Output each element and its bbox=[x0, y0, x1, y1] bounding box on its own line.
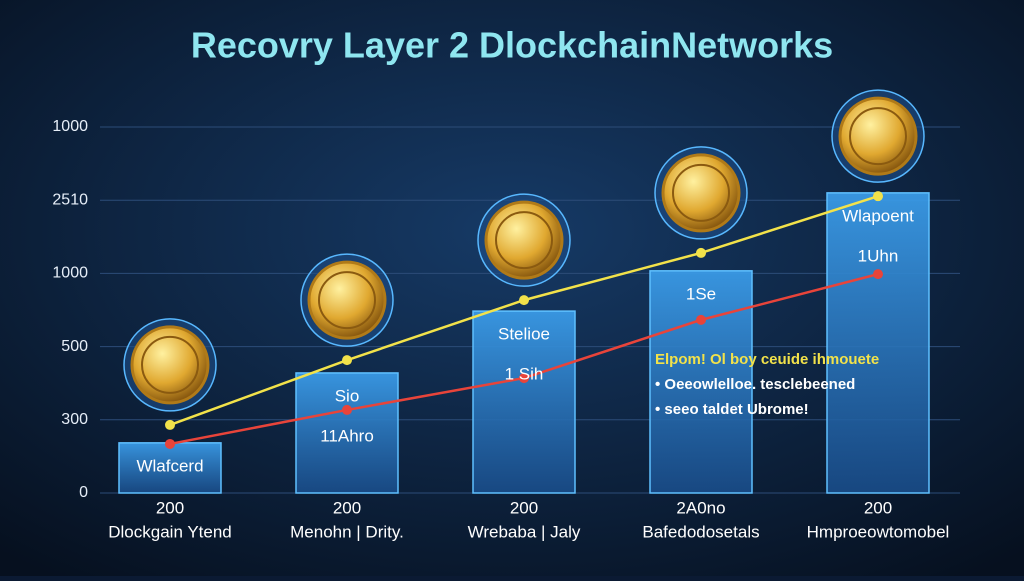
line-point bbox=[342, 404, 352, 415]
line-point bbox=[873, 191, 883, 202]
x-tick-year: 2A0no bbox=[676, 498, 725, 517]
bar-label: 1 Sih bbox=[505, 365, 544, 384]
line-point bbox=[696, 314, 706, 325]
coin bbox=[130, 325, 210, 405]
line-point bbox=[165, 438, 175, 449]
bar bbox=[649, 270, 753, 494]
y-tick-label: 1000 bbox=[52, 265, 88, 282]
bar-label: Sio bbox=[335, 386, 360, 405]
coin bbox=[661, 153, 741, 233]
line-point bbox=[696, 247, 706, 258]
y-tick-label: 500 bbox=[61, 338, 88, 355]
y-tick-label: 300 bbox=[61, 411, 88, 428]
x-tick-label: Menohn | Drity. bbox=[290, 522, 404, 541]
coin-inner bbox=[849, 107, 907, 166]
y-tick-label: 1000 bbox=[52, 118, 88, 135]
x-tick-year: 200 bbox=[510, 498, 538, 517]
bar bbox=[826, 192, 930, 494]
coin bbox=[484, 200, 564, 280]
coin bbox=[307, 260, 387, 340]
bar bbox=[472, 310, 576, 494]
line-point bbox=[165, 419, 175, 430]
coin bbox=[838, 96, 918, 176]
annotation: • Oeeowlelloe. tesclebeened bbox=[655, 376, 855, 393]
x-tick-year: 200 bbox=[864, 498, 892, 517]
x-tick-year: 200 bbox=[156, 498, 184, 517]
y-tick-label: 2510 bbox=[52, 191, 88, 208]
annotation: • seeo taldet Ubrome! bbox=[655, 401, 809, 418]
bar-label: Wlapoent bbox=[842, 206, 914, 225]
bar-label: 1Uhn bbox=[858, 246, 899, 265]
bar bbox=[295, 372, 399, 494]
coin-inner bbox=[672, 163, 730, 222]
bar-label: Stelioe bbox=[498, 325, 550, 344]
bar-label: Wlafcerd bbox=[136, 456, 203, 475]
coin-inner bbox=[141, 335, 199, 394]
annotation: Elpom! Ol boy ceuide ihmouete bbox=[655, 351, 879, 368]
coin-inner bbox=[318, 271, 376, 330]
line-point bbox=[873, 269, 883, 280]
line-point bbox=[519, 373, 529, 384]
x-tick-label: Bafedodosetals bbox=[642, 522, 759, 541]
x-tick-label: Dlockgain Ytend bbox=[108, 522, 232, 541]
x-tick-year: 200 bbox=[333, 498, 361, 517]
coin-inner bbox=[495, 211, 553, 270]
bar-label: 11Ahro bbox=[320, 426, 374, 445]
x-tick-label: Hmproeowtomobel bbox=[807, 522, 950, 541]
line-point bbox=[342, 355, 352, 366]
chart-title: Recovry Layer 2 DlockchainNetworks bbox=[191, 25, 833, 66]
y-tick-label: 0 bbox=[79, 484, 88, 501]
bar-label: 1Se bbox=[686, 284, 716, 303]
line-point bbox=[519, 295, 529, 306]
x-tick-label: Wrebaba | Jaly bbox=[468, 522, 581, 541]
